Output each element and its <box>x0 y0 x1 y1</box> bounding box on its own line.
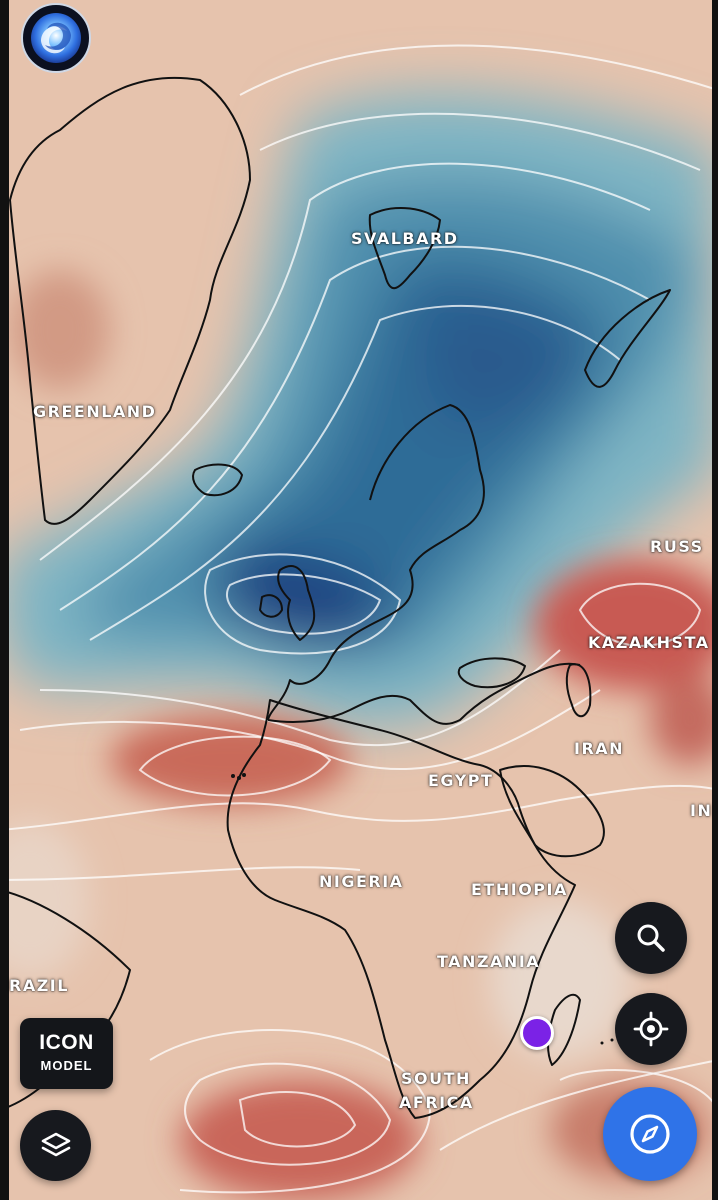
crosshair-icon <box>633 1011 669 1047</box>
europe-coast <box>267 404 581 725</box>
model-name: ICON <box>39 1031 94 1054</box>
model-selector-button[interactable]: ICON MODEL <box>20 1018 113 1089</box>
compass-button[interactable] <box>603 1087 697 1181</box>
swirl-logo-icon <box>31 13 81 63</box>
search-icon <box>637 924 665 952</box>
map-label-ethiopia: ETHIOPIA <box>471 880 568 899</box>
map-label-egypt: EGYPT <box>428 771 494 790</box>
map-label-iran: IRAN <box>574 739 625 758</box>
warm-anomaly-field <box>0 270 718 1200</box>
svalbard-coast <box>368 207 441 290</box>
map-label-south: SOUTH <box>401 1069 471 1088</box>
selected-location-marker[interactable] <box>520 1016 554 1050</box>
cold-anomaly-field <box>0 92 718 729</box>
ireland-coast <box>259 594 283 618</box>
layers-button[interactable] <box>20 1110 91 1181</box>
map-label-brazil: RAZIL <box>9 976 69 995</box>
map-label-svalbard: SVALBARD <box>351 229 459 248</box>
right-screen-edge <box>712 0 718 1200</box>
africa-coast <box>226 699 576 1119</box>
britain-coast <box>277 565 316 641</box>
novaya-zemlya-coast <box>584 289 671 388</box>
locate-me-button[interactable] <box>615 993 687 1065</box>
map-label-russia: RUSS <box>650 537 704 556</box>
search-button[interactable] <box>615 902 687 974</box>
black-sea-coast <box>457 657 526 689</box>
isobar-contours <box>0 44 718 1194</box>
map-label-greenland: GREENLAND <box>33 402 157 421</box>
app-logo-button[interactable] <box>21 3 91 73</box>
caspian-coast <box>565 663 592 718</box>
iceland-coast <box>192 463 243 497</box>
model-caption: MODEL <box>40 1058 93 1073</box>
map-label-africa: AFRICA <box>399 1093 474 1112</box>
compass-icon <box>630 1114 670 1154</box>
map-label-tanzania: TANZANIA <box>437 952 541 971</box>
map-label-india: IN <box>690 801 713 820</box>
left-screen-edge <box>0 0 9 1200</box>
layers-icon <box>41 1132 70 1156</box>
map-label-kazakhstan: KAZAKHSTA <box>588 633 710 652</box>
map-label-nigeria: NIGERIA <box>319 872 404 891</box>
arabia-coast <box>499 765 605 858</box>
greenland-coast <box>9 76 251 525</box>
small-islands <box>231 773 614 1045</box>
